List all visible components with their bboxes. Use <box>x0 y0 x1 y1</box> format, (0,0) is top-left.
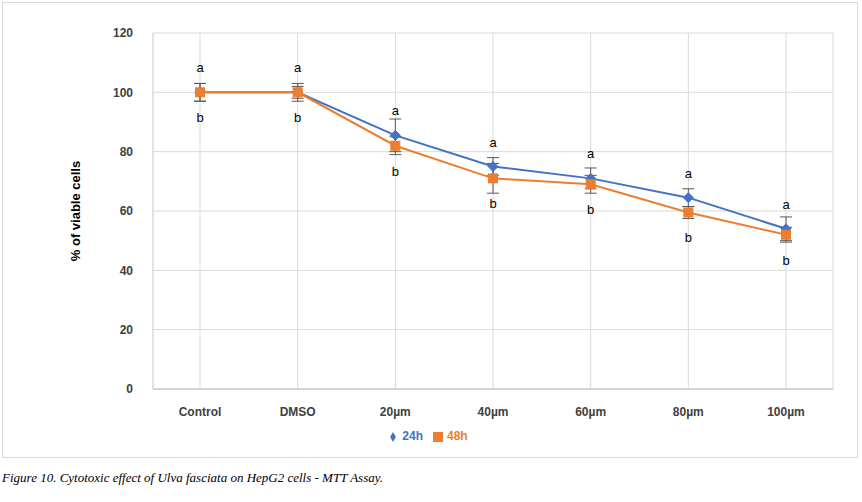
svg-text:40: 40 <box>120 264 134 278</box>
svg-text:120: 120 <box>113 26 133 40</box>
svg-text:a: a <box>587 146 595 161</box>
svg-text:100µm: 100µm <box>767 405 805 419</box>
svg-text:b: b <box>587 202 594 217</box>
svg-text:% of viable cells: % of viable cells <box>68 161 83 261</box>
svg-text:20: 20 <box>120 323 134 337</box>
svg-text:a: a <box>196 60 204 75</box>
svg-text:0: 0 <box>126 382 133 396</box>
svg-text:b: b <box>489 196 496 211</box>
svg-text:80µm: 80µm <box>673 405 704 419</box>
svg-text:b: b <box>196 110 203 125</box>
svg-text:a: a <box>685 166 693 181</box>
html-text:48h: 48h <box>447 429 468 443</box>
svg-text:40µm: 40µm <box>478 405 509 419</box>
svg-text:a: a <box>782 197 790 212</box>
svg-text:b: b <box>782 253 789 268</box>
svg-text:a: a <box>392 103 400 118</box>
svg-text:a: a <box>489 135 497 150</box>
svg-text:60µm: 60µm <box>575 405 606 419</box>
svg-text:b: b <box>685 230 692 245</box>
svg-text:a: a <box>294 60 302 75</box>
svg-text:b: b <box>392 164 399 179</box>
svg-text:100: 100 <box>113 86 133 100</box>
svg-text:60: 60 <box>120 204 134 218</box>
html-text:Figure 10. Cytotoxic effect of: Figure 10. Cytotoxic effect of Ulva fasc… <box>2 470 383 485</box>
svg-text:DMSO: DMSO <box>280 405 316 419</box>
svg-text:20µm: 20µm <box>380 405 411 419</box>
svg-text:Control: Control <box>179 405 222 419</box>
html-text:24h: 24h <box>402 429 423 443</box>
svg-text:80: 80 <box>120 145 134 159</box>
svg-text:b: b <box>294 110 301 125</box>
